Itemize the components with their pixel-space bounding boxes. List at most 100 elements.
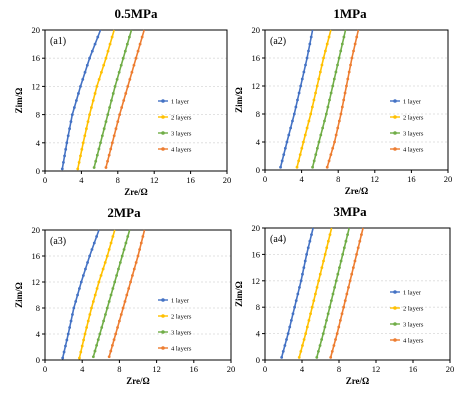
series-point-2	[299, 350, 303, 353]
series-point-3	[111, 92, 115, 95]
series-point-2	[93, 293, 97, 297]
series-point-4	[122, 99, 126, 102]
series-point-1	[72, 306, 76, 310]
series-point-2	[102, 63, 106, 67]
series-point-4	[123, 300, 127, 303]
series-point-3	[97, 147, 101, 151]
series-point-4	[131, 274, 134, 277]
legend-entry: 3 layers	[403, 322, 424, 329]
legend-marker	[161, 131, 165, 135]
series-point-1	[72, 106, 76, 109]
series-point-1	[294, 105, 298, 109]
x-tick-label: 0	[263, 174, 267, 184]
series-point-3	[125, 42, 129, 46]
series-point-3	[318, 344, 322, 347]
series-point-2	[91, 99, 95, 102]
series-point-4	[112, 134, 116, 138]
series-point-2	[85, 326, 89, 329]
series-point-3	[102, 319, 105, 323]
series-point-3	[315, 355, 319, 359]
series-point-4	[136, 49, 140, 53]
series-point-3	[320, 338, 324, 341]
series-point-3	[333, 286, 337, 289]
series-point-4	[342, 98, 346, 102]
series-point-4	[356, 246, 360, 250]
series-point-1	[306, 246, 310, 250]
series-point-2	[99, 274, 103, 277]
series-point-4	[138, 42, 142, 46]
series-point-3	[314, 153, 318, 157]
series-point-3	[328, 305, 332, 309]
series-point-2	[304, 332, 308, 335]
series-point-3	[344, 239, 348, 243]
series-point-2	[302, 140, 305, 144]
series-point-2	[326, 239, 330, 243]
series-point-2	[312, 98, 316, 102]
series-point-4	[104, 166, 108, 169]
series-point-3	[324, 112, 328, 116]
legend-entry: 3 layers	[171, 330, 192, 337]
legend-marker	[393, 115, 397, 119]
series-point-3	[91, 355, 95, 359]
series-point-2	[95, 85, 99, 88]
series-point-4	[111, 343, 114, 347]
series-point-4	[118, 113, 122, 116]
series-point-2	[88, 313, 92, 316]
series-point-3	[323, 325, 327, 329]
series-point-3	[110, 99, 113, 102]
legend-marker	[161, 330, 165, 334]
series-point-3	[321, 332, 325, 335]
series-point-2	[88, 113, 91, 116]
series-point-2	[320, 266, 324, 269]
series-point-3	[113, 280, 117, 284]
series-point-4	[127, 287, 131, 290]
series-point-3	[100, 326, 104, 329]
x-tick-label: 4	[79, 175, 84, 185]
series-point-4	[129, 280, 132, 284]
series-point-4	[334, 133, 338, 137]
y-tick-label: 0	[36, 166, 40, 176]
series-point-2	[328, 233, 332, 237]
series-point-4	[114, 127, 118, 131]
series-point-1	[309, 35, 313, 39]
series-point-4	[112, 338, 116, 342]
series-point-4	[116, 326, 119, 329]
series-point-1	[280, 159, 284, 163]
y-tick-label: 12	[32, 277, 41, 287]
series-point-1	[61, 356, 65, 360]
y-tick-label: 0	[256, 165, 260, 175]
series-point-1	[92, 241, 96, 245]
series-point-3	[312, 159, 316, 163]
legend-entry: 2 layers	[171, 115, 192, 122]
series-point-3	[317, 140, 321, 144]
legend-entry: 2 layers	[403, 306, 424, 313]
legend-entry: 1 layer	[403, 99, 422, 106]
legend-entry: 4 layers	[171, 346, 192, 353]
x-tick-label: 8	[117, 364, 121, 374]
series-point-1	[282, 153, 286, 157]
series-point-4	[121, 306, 125, 310]
series-point-4	[109, 147, 113, 151]
series-point-1	[304, 63, 307, 67]
series-point-3	[117, 70, 121, 74]
series-point-4	[139, 241, 143, 245]
chart-panel-3: 2MPa 0 4 8 12 16 20 0 4 8 12 16 20 Zre/Ω Zim/Ω (a3) 1 la…	[14, 205, 235, 386]
series-point-1	[293, 305, 296, 309]
y-tick-label: 8	[36, 110, 40, 120]
series-point-2	[107, 248, 111, 251]
series-point-4	[136, 254, 140, 258]
series-point-4	[350, 272, 354, 276]
chart-panel-4: 3MPa 0 4 8 12 16 20 0 4 8 12 16 20 Zre/Ω Zim/Ω (a4) 1 la…	[234, 204, 454, 386]
series-point-4	[355, 253, 358, 256]
series-point-2	[325, 42, 329, 46]
series-point-4	[128, 77, 132, 81]
series-point-1	[90, 49, 94, 53]
series-point-2	[297, 355, 301, 359]
series-point-4	[340, 105, 344, 109]
series-point-1	[301, 272, 304, 276]
series-point-4	[334, 338, 337, 341]
series-point-4	[109, 349, 113, 353]
x-tick-label: 8	[116, 175, 120, 185]
series-point-3	[108, 106, 112, 109]
series-point-1	[70, 113, 74, 116]
